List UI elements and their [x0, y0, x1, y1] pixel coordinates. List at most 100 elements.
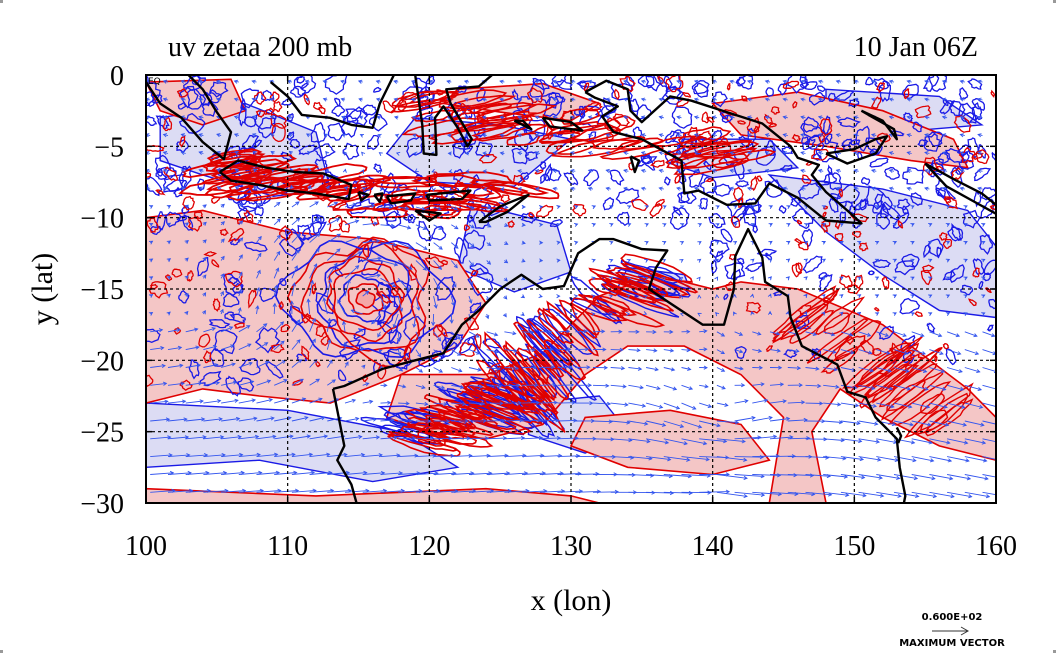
wind-vector	[451, 384, 465, 390]
wind-vector	[981, 294, 986, 299]
wind-vector	[681, 456, 710, 462]
wind-vector	[732, 293, 737, 298]
wind-vector	[928, 312, 933, 316]
wind-vector	[699, 384, 709, 389]
wind-vector	[396, 331, 402, 343]
wind-vector	[964, 349, 980, 356]
wind-vector	[928, 258, 933, 263]
wind-vector	[451, 206, 459, 211]
wind-vector	[380, 277, 397, 287]
wind-vector	[911, 474, 936, 481]
wind-vector	[556, 205, 561, 210]
wind-vector	[481, 115, 487, 120]
wind-vector	[857, 240, 862, 245]
wind-vector	[658, 115, 664, 120]
wind-vector	[874, 223, 880, 227]
wind-vector	[309, 378, 320, 386]
wind-vector	[326, 317, 332, 332]
wind-vector	[676, 79, 682, 84]
wind-vector	[716, 384, 726, 390]
wind-vector	[768, 310, 773, 316]
wind-vector	[464, 115, 470, 120]
wind-vector	[959, 151, 965, 156]
wind-vector	[874, 205, 880, 209]
wind-vector	[216, 133, 222, 138]
wind-vector	[415, 367, 424, 373]
wind-vector	[358, 97, 363, 102]
wind-vector	[982, 402, 996, 407]
wind-vector	[327, 452, 348, 458]
wind-vector	[591, 294, 596, 299]
wind-vector	[733, 223, 738, 227]
wind-vector	[906, 79, 912, 84]
wind-vector	[946, 367, 963, 374]
wind-vector	[291, 319, 300, 333]
wind-vector	[945, 240, 951, 245]
wind-vector	[733, 205, 738, 210]
wind-vector	[337, 299, 346, 315]
wind-vector	[888, 151, 895, 156]
wind-vector	[839, 294, 844, 299]
wind-vector	[782, 133, 788, 138]
wind-vector	[911, 384, 929, 391]
wind-vector	[433, 367, 444, 373]
wind-vector	[803, 258, 809, 263]
wind-vector	[605, 151, 611, 156]
wind-vector	[963, 258, 968, 263]
wind-vector	[433, 260, 443, 271]
wind-vector	[396, 186, 401, 191]
wind-vector	[376, 115, 381, 120]
wind-vector	[910, 223, 915, 227]
wind-vector	[817, 151, 824, 156]
wind-vector	[166, 222, 172, 227]
wind-vector	[591, 312, 596, 317]
wind-vector	[344, 265, 360, 279]
wind-vector	[184, 204, 189, 209]
wind-vector	[215, 79, 222, 84]
wind-vector	[746, 151, 753, 156]
wind-vector	[291, 339, 301, 350]
wind-vector	[716, 491, 748, 499]
wind-vector	[945, 205, 951, 209]
wind-vector	[858, 438, 881, 444]
wind-vector	[716, 367, 726, 372]
wind-vector	[569, 168, 576, 173]
wind-vector	[148, 276, 154, 281]
wind-vector	[552, 97, 558, 102]
wind-vector	[658, 151, 664, 156]
wind-vector	[291, 233, 301, 243]
wind-vector	[504, 331, 517, 336]
wind-vector	[451, 224, 459, 230]
wind-vector	[380, 453, 401, 458]
wind-vector	[697, 258, 702, 263]
wind-vector	[323, 133, 329, 138]
vector-reference-value: 0.600E+02	[922, 612, 983, 623]
wind-vector	[309, 470, 333, 475]
wind-vector	[413, 186, 418, 192]
wind-vector	[893, 474, 919, 481]
y-tick-label: −30	[80, 489, 124, 520]
wind-vector	[964, 331, 978, 338]
wind-vector	[929, 420, 950, 427]
wind-vector	[575, 365, 591, 370]
wind-vector	[573, 294, 579, 299]
wind-vector	[929, 331, 943, 338]
wind-vector	[203, 417, 223, 422]
wind-vector	[234, 186, 240, 190]
coastline	[513, 119, 533, 131]
wind-vector	[605, 133, 611, 138]
wind-vector	[858, 402, 878, 408]
wind-vector	[610, 384, 627, 389]
wind-vector	[202, 239, 207, 244]
wind-vector	[162, 151, 169, 156]
wind-vector	[569, 97, 576, 102]
wind-vector	[947, 420, 968, 427]
wind-vector	[764, 168, 771, 173]
wind-vector	[220, 326, 234, 333]
wind-vector	[341, 320, 347, 332]
wind-vector	[499, 79, 505, 84]
wind-vector	[714, 276, 719, 281]
wind-vector	[520, 312, 525, 316]
wind-vector	[964, 420, 985, 427]
wind-vector	[592, 419, 613, 424]
